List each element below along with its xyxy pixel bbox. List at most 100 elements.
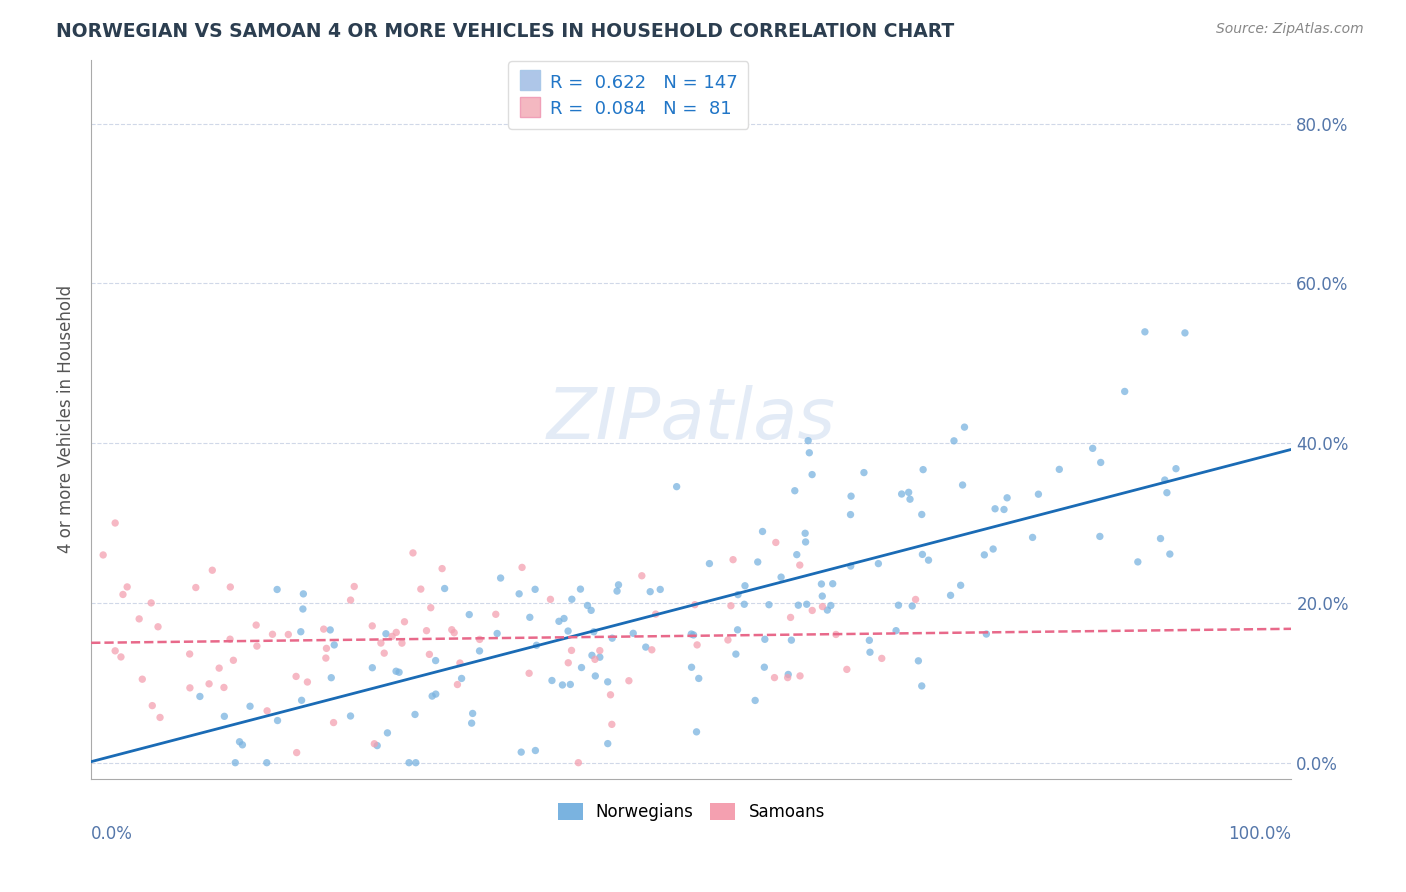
Point	[212, 681, 235, 695]
Point	[815, 603, 838, 617]
Point	[780, 633, 803, 648]
Point	[458, 607, 481, 622]
Point	[811, 589, 834, 603]
Point	[868, 557, 890, 571]
Point	[115, 580, 138, 594]
Point	[747, 555, 769, 569]
Point	[754, 660, 776, 674]
Point	[630, 568, 652, 582]
Point	[801, 603, 824, 617]
Point	[266, 582, 288, 597]
Point	[821, 576, 844, 591]
Point	[787, 598, 810, 612]
Point	[727, 588, 749, 602]
Point	[720, 599, 742, 613]
Point	[770, 570, 793, 584]
Point	[789, 558, 811, 573]
Point	[256, 756, 278, 770]
Point	[398, 756, 420, 770]
Point	[901, 599, 924, 613]
Point	[420, 689, 443, 703]
Point	[683, 598, 706, 612]
Point	[952, 478, 974, 492]
Point	[361, 661, 384, 675]
Point	[839, 559, 862, 574]
Point	[425, 654, 447, 668]
Point	[91, 548, 114, 562]
Point	[911, 508, 934, 522]
Point	[852, 466, 875, 480]
Point	[617, 673, 640, 688]
Y-axis label: 4 or more Vehicles in Household: 4 or more Vehicles in Household	[58, 285, 75, 553]
Point	[641, 642, 664, 657]
Point	[825, 627, 848, 641]
Point	[685, 724, 707, 739]
Point	[721, 552, 744, 566]
Point	[794, 526, 817, 541]
Point	[776, 671, 799, 685]
Point	[884, 624, 907, 638]
Point	[621, 626, 644, 640]
Point	[758, 598, 780, 612]
Point	[596, 674, 619, 689]
Point	[510, 560, 533, 574]
Point	[917, 553, 939, 567]
Point	[485, 607, 508, 622]
Point	[1159, 547, 1181, 561]
Point	[373, 646, 395, 660]
Point	[277, 627, 299, 641]
Point	[699, 557, 721, 571]
Point	[291, 602, 314, 616]
Point	[744, 693, 766, 707]
Point	[976, 627, 998, 641]
Point	[1164, 461, 1187, 475]
Point	[953, 420, 976, 434]
Point	[388, 665, 411, 680]
Point	[104, 516, 127, 530]
Point	[377, 726, 399, 740]
Point	[557, 656, 579, 670]
Point	[468, 632, 491, 647]
Point	[292, 587, 315, 601]
Point	[110, 649, 132, 664]
Point	[801, 467, 824, 482]
Point	[1153, 473, 1175, 487]
Point	[321, 671, 343, 685]
Text: NORWEGIAN VS SAMOAN 4 OR MORE VEHICLES IN HOUSEHOLD CORRELATION CHART: NORWEGIAN VS SAMOAN 4 OR MORE VEHICLES I…	[56, 22, 955, 41]
Point	[433, 582, 456, 596]
Point	[297, 675, 319, 690]
Point	[394, 615, 416, 629]
Point	[366, 739, 388, 753]
Point	[560, 643, 582, 657]
Point	[733, 597, 755, 611]
Point	[796, 597, 818, 611]
Point	[973, 548, 995, 562]
Point	[582, 624, 605, 639]
Point	[583, 669, 606, 683]
Point	[489, 571, 512, 585]
Point	[468, 644, 491, 658]
Point	[665, 480, 688, 494]
Point	[219, 632, 242, 647]
Point	[128, 612, 150, 626]
Point	[322, 715, 344, 730]
Point	[231, 738, 253, 752]
Point	[557, 624, 579, 638]
Point	[405, 756, 427, 770]
Text: 100.0%: 100.0%	[1229, 825, 1292, 844]
Point	[224, 756, 246, 770]
Point	[811, 599, 834, 614]
Point	[1047, 462, 1070, 476]
Point	[1028, 487, 1050, 501]
Text: Source: ZipAtlas.com: Source: ZipAtlas.com	[1216, 22, 1364, 37]
Text: 0.0%: 0.0%	[91, 825, 134, 844]
Point	[579, 603, 602, 617]
Point	[765, 535, 787, 549]
Point	[524, 743, 547, 757]
Point	[984, 501, 1007, 516]
Legend: Norwegians, Samoans: Norwegians, Samoans	[551, 797, 832, 828]
Point	[1090, 455, 1112, 469]
Point	[141, 698, 163, 713]
Point	[589, 643, 612, 657]
Point	[440, 623, 463, 637]
